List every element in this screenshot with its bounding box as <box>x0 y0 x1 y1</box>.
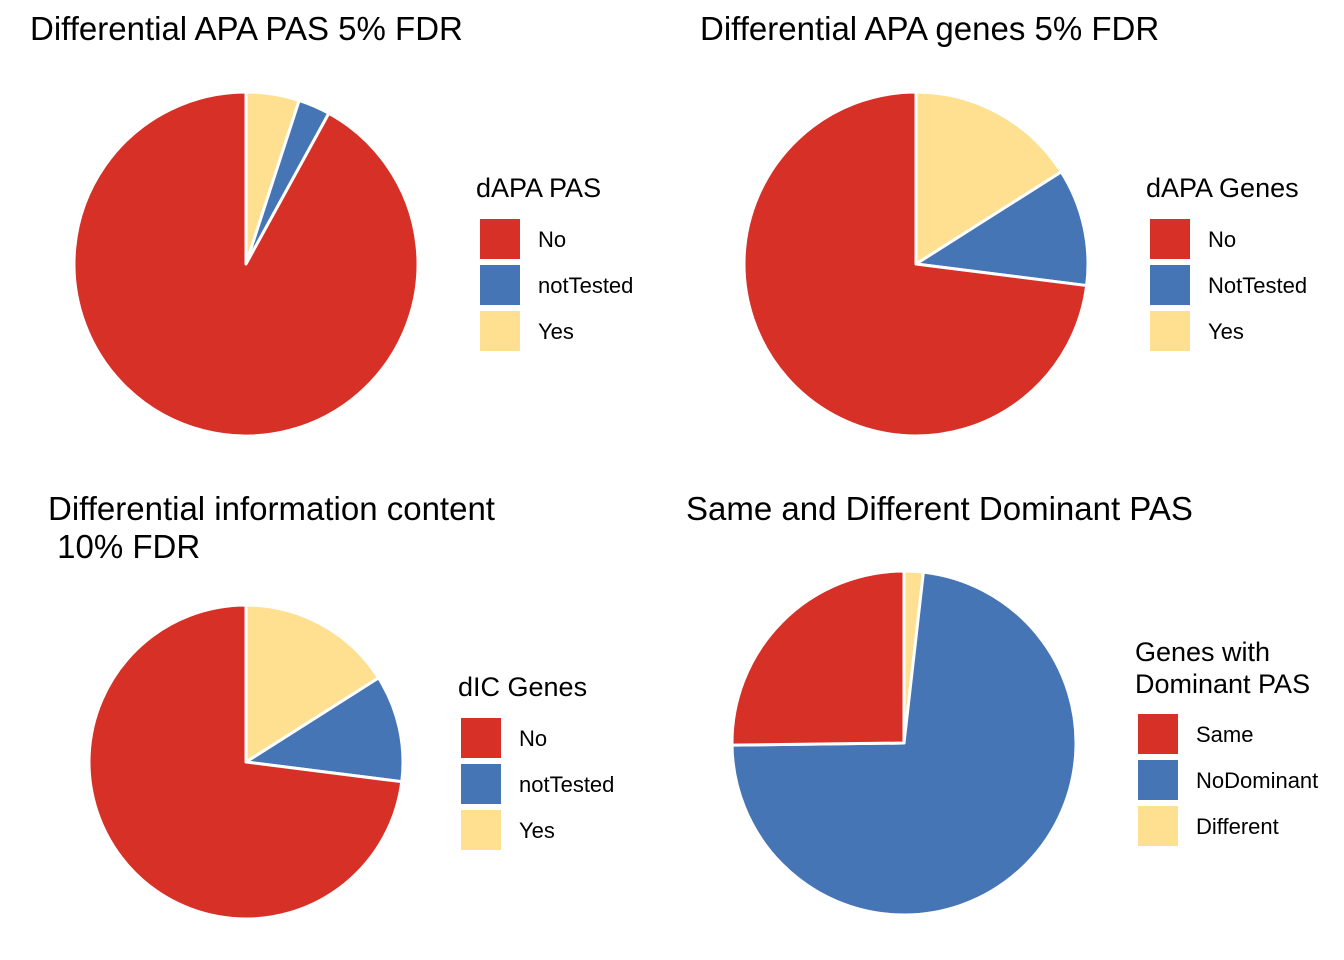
pie-3-slice-no <box>87 603 404 921</box>
panel-dominant-pas: Same and Different Dominant PAS Genes wi… <box>686 490 1318 917</box>
pie-4-slice-same <box>730 569 906 747</box>
pie-chart-dominant-pas <box>730 569 1078 917</box>
pie-2-slice-nottested <box>914 170 1090 288</box>
pie-3-slice-yes <box>244 603 381 764</box>
legend-1-label-yes: Yes <box>538 319 574 344</box>
legend-3-key-nottested <box>461 764 501 804</box>
legend-2-key-no <box>1150 219 1190 259</box>
legend-dapa-genes: dAPA Genes No NotTested Yes <box>1146 173 1307 351</box>
panel-3-title-line-2: 10% FDR <box>48 528 200 565</box>
panel-4-title: Same and Different Dominant PAS <box>686 490 1193 527</box>
legend-4-title-line-2: Dominant PAS <box>1135 669 1310 699</box>
legend-2-label-nottested: NotTested <box>1208 273 1307 298</box>
legend-dapa-pas: dAPA PAS No notTested Yes <box>476 173 633 351</box>
legend-dominant-pas: Genes with Dominant PAS Same NoDominant … <box>1135 637 1318 846</box>
pie-chart-dapa-genes <box>742 90 1090 438</box>
pie-chart-dic-genes <box>87 603 405 921</box>
pie-1-slice-no <box>72 90 420 438</box>
legend-dic-genes: dIC Genes No notTested Yes <box>458 672 614 850</box>
legend-4-label-different: Different <box>1196 814 1279 839</box>
legend-1-key-yes <box>480 311 520 351</box>
legend-1-title: dAPA PAS <box>476 173 601 203</box>
panel-dic-genes: Differential information content 10% FDR… <box>48 490 614 921</box>
legend-1-key-nottested <box>480 265 520 305</box>
pie-2-slice-no <box>742 90 1089 438</box>
legend-2-title: dAPA Genes <box>1146 173 1299 203</box>
legend-3-title: dIC Genes <box>458 672 587 702</box>
legend-3-label-yes: Yes <box>519 818 555 843</box>
legend-4-key-nodominant <box>1138 760 1178 800</box>
legend-1-label-no: No <box>538 227 566 252</box>
legend-1-key-no <box>480 219 520 259</box>
legend-4-key-different <box>1138 806 1178 846</box>
pie-2-slice-yes <box>914 90 1063 266</box>
legend-2-key-yes <box>1150 311 1190 351</box>
legend-2-label-yes: Yes <box>1208 319 1244 344</box>
legend-3-label-no: No <box>519 726 547 751</box>
panel-1-title: Differential APA PAS 5% FDR <box>30 10 463 47</box>
legend-2-label-no: No <box>1208 227 1236 252</box>
panel-2-title: Differential APA genes 5% FDR <box>700 10 1159 47</box>
panel-3-title-line-1: Differential information content <box>48 490 495 527</box>
legend-3-key-no <box>461 718 501 758</box>
pie-chart-dapa-pas <box>72 90 420 438</box>
legend-4-label-same: Same <box>1196 722 1253 747</box>
panel-dapa-genes: Differential APA genes 5% FDR dAPA Genes… <box>700 10 1307 438</box>
pie-3-slice-nottested <box>244 676 405 784</box>
legend-3-key-yes <box>461 810 501 850</box>
legend-4-title-line-1: Genes with <box>1135 637 1270 667</box>
legend-1-label-nottested: notTested <box>538 273 633 298</box>
legend-4-label-nodominant: NoDominant <box>1196 768 1318 793</box>
panel-dapa-pas: Differential APA PAS 5% FDR dAPA PAS No … <box>30 10 633 438</box>
legend-2-key-nottested <box>1150 265 1190 305</box>
legend-4-key-same <box>1138 714 1178 754</box>
legend-3-label-nottested: notTested <box>519 772 614 797</box>
